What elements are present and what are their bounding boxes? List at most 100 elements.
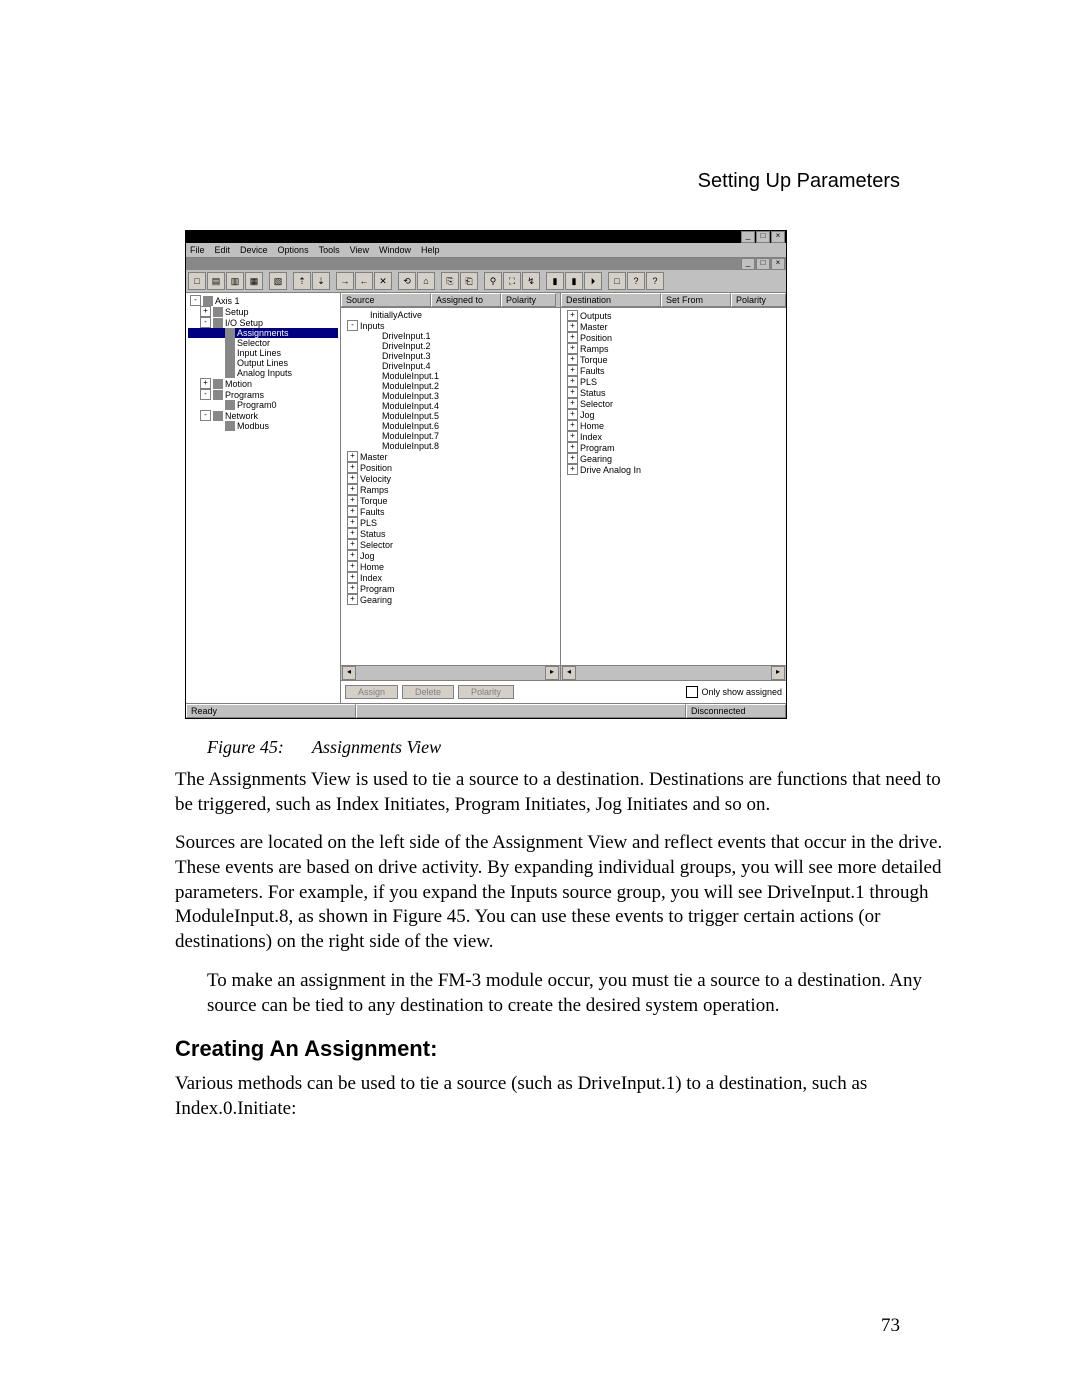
tree-item-faults[interactable]: +Faults [345, 506, 558, 517]
tree-item-moduleinput-5[interactable]: ModuleInput.5 [345, 411, 558, 421]
tree-item-moduleinput-6[interactable]: ModuleInput.6 [345, 421, 558, 431]
expand-icon[interactable]: - [200, 317, 211, 328]
nav-item-output-lines[interactable]: Output Lines [188, 358, 338, 368]
mdi-restore-icon[interactable]: □ [756, 258, 770, 270]
toolbar-icon[interactable]: ⚲ [484, 272, 502, 290]
tree-item-moduleinput-2[interactable]: ModuleInput.2 [345, 381, 558, 391]
tree-item-drive-analog-in[interactable]: +Drive Analog In [565, 464, 784, 475]
toolbar-icon[interactable]: ▮ [546, 272, 564, 290]
mdi-minimize-icon[interactable]: _ [741, 258, 755, 270]
tree-item-moduleinput-3[interactable]: ModuleInput.3 [345, 391, 558, 401]
minimize-icon[interactable]: _ [741, 231, 755, 243]
toolbar-icon[interactable]: ? [646, 272, 664, 290]
dest-scrollbar[interactable]: ◂ ▸ [561, 665, 786, 680]
tree-item-pls[interactable]: +PLS [565, 376, 784, 387]
nav-item-program0[interactable]: Program0 [188, 400, 338, 410]
tree-item-master[interactable]: +Master [345, 451, 558, 462]
toolbar-icon[interactable]: ⇡ [293, 272, 311, 290]
mdi-close-icon[interactable]: × [771, 258, 785, 270]
toolbar-icon[interactable]: ▧ [269, 272, 287, 290]
expand-icon[interactable]: + [567, 310, 578, 321]
tree-item-master[interactable]: +Master [565, 321, 784, 332]
tree-item-ramps[interactable]: +Ramps [345, 484, 558, 495]
expand-icon[interactable]: + [347, 517, 358, 528]
tree-item-status[interactable]: +Status [565, 387, 784, 398]
expand-icon[interactable]: + [347, 495, 358, 506]
expand-icon[interactable]: + [347, 484, 358, 495]
expand-icon[interactable]: + [200, 378, 211, 389]
nav-item-motion[interactable]: +Motion [188, 378, 338, 389]
expand-icon[interactable]: + [567, 376, 578, 387]
navigation-tree[interactable]: -Axis 1+Setup-I/O SetupAssignmentsSelect… [186, 293, 341, 703]
expand-icon[interactable]: + [200, 306, 211, 317]
tree-item-status[interactable]: +Status [345, 528, 558, 539]
expand-icon[interactable]: + [347, 550, 358, 561]
tree-item-index[interactable]: +Index [565, 431, 784, 442]
scroll-left-icon[interactable]: ◂ [562, 666, 576, 680]
menu-tools[interactable]: Tools [319, 245, 340, 255]
expand-icon[interactable]: + [347, 561, 358, 572]
expand-icon[interactable]: - [190, 295, 201, 306]
nav-item-setup[interactable]: +Setup [188, 306, 338, 317]
tree-item-selector[interactable]: +Selector [345, 539, 558, 550]
delete-button[interactable]: Delete [402, 685, 454, 699]
scroll-left-icon[interactable]: ◂ [342, 666, 356, 680]
toolbar-icon[interactable]: ⎘ [441, 272, 459, 290]
tree-item-driveinput-2[interactable]: DriveInput.2 [345, 341, 558, 351]
expand-icon[interactable]: + [347, 451, 358, 462]
toolbar-icon[interactable]: ⟲ [398, 272, 416, 290]
toolbar-icon[interactable]: ⇣ [312, 272, 330, 290]
expand-icon[interactable]: + [567, 442, 578, 453]
col-source[interactable]: Source [341, 293, 431, 307]
tree-item-pls[interactable]: +PLS [345, 517, 558, 528]
expand-icon[interactable]: + [347, 594, 358, 605]
expand-icon[interactable]: + [347, 473, 358, 484]
nav-item-programs[interactable]: -Programs [188, 389, 338, 400]
menu-help[interactable]: Help [421, 245, 440, 255]
tree-item-initiallyactive[interactable]: InitiallyActive [345, 310, 558, 320]
tree-item-gearing[interactable]: +Gearing [345, 594, 558, 605]
source-scrollbar[interactable]: ◂ ▸ [341, 665, 560, 680]
expand-icon[interactable]: + [567, 343, 578, 354]
tree-item-driveinput-4[interactable]: DriveInput.4 [345, 361, 558, 371]
tree-item-torque[interactable]: +Torque [345, 495, 558, 506]
expand-icon[interactable]: + [567, 354, 578, 365]
tree-item-jog[interactable]: +Jog [565, 409, 784, 420]
expand-icon[interactable]: + [567, 464, 578, 475]
toolbar-icon[interactable]: → [336, 272, 354, 290]
polarity-button[interactable]: Polarity [458, 685, 514, 699]
expand-icon[interactable]: + [567, 431, 578, 442]
scroll-right-icon[interactable]: ▸ [545, 666, 559, 680]
tree-item-home[interactable]: +Home [565, 420, 784, 431]
col-assigned-to[interactable]: Assigned to [431, 293, 501, 307]
expand-icon[interactable]: + [567, 420, 578, 431]
nav-item-assignments[interactable]: Assignments [188, 328, 338, 338]
col-polarity-src[interactable]: Polarity [501, 293, 556, 307]
tree-item-outputs[interactable]: +Outputs [565, 310, 784, 321]
menu-file[interactable]: File [190, 245, 205, 255]
maximize-icon[interactable]: □ [756, 231, 770, 243]
expand-icon[interactable]: - [200, 389, 211, 400]
expand-icon[interactable]: + [347, 528, 358, 539]
tree-item-index[interactable]: +Index [345, 572, 558, 583]
expand-icon[interactable]: + [567, 387, 578, 398]
checkbox-icon[interactable] [686, 686, 698, 698]
toolbar-icon[interactable]: ⌂ [417, 272, 435, 290]
tree-item-selector[interactable]: +Selector [565, 398, 784, 409]
nav-item-i-o-setup[interactable]: -I/O Setup [188, 317, 338, 328]
menu-window[interactable]: Window [379, 245, 411, 255]
toolbar-icon[interactable]: ↯ [522, 272, 540, 290]
close-icon[interactable]: × [771, 231, 785, 243]
toolbar-icon[interactable]: ⛶ [503, 272, 521, 290]
col-polarity-dst[interactable]: Polarity [731, 293, 786, 307]
col-set-from[interactable]: Set From [661, 293, 731, 307]
destination-tree[interactable]: +Outputs+Master+Position+Ramps+Torque+Fa… [561, 308, 786, 665]
expand-icon[interactable]: + [347, 539, 358, 550]
only-show-assigned-checkbox[interactable]: Only show assigned [686, 686, 782, 698]
toolbar-icon[interactable]: ? [627, 272, 645, 290]
scroll-right-icon[interactable]: ▸ [771, 666, 785, 680]
tree-item-driveinput-1[interactable]: DriveInput.1 [345, 331, 558, 341]
menu-edit[interactable]: Edit [215, 245, 231, 255]
expand-icon[interactable]: + [347, 462, 358, 473]
nav-item-analog-inputs[interactable]: Analog Inputs [188, 368, 338, 378]
